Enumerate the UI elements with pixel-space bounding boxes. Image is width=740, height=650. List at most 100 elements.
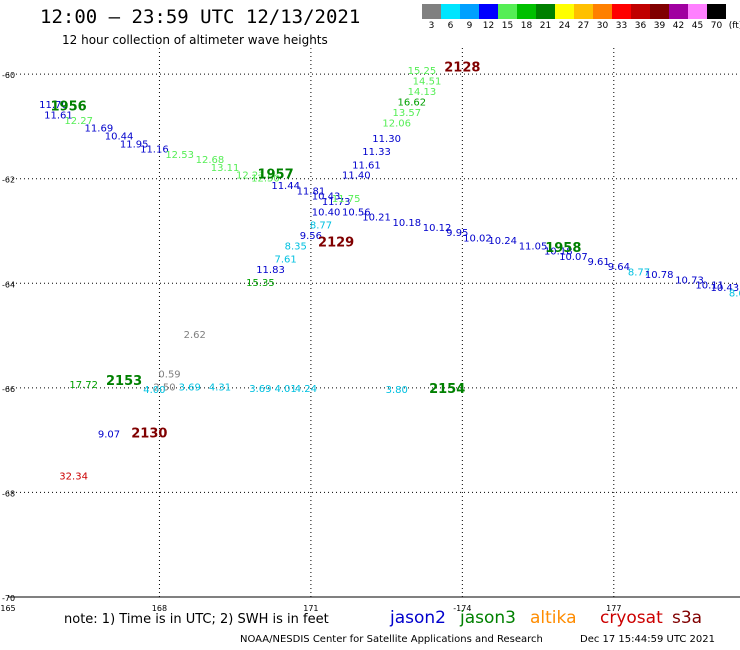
y-tick-label: -66 [2, 385, 15, 394]
time-label: 2154 [429, 382, 465, 397]
wave-height-label: 11.75 [332, 194, 361, 205]
footer-note: note: 1) Time is in UTC; 2) SWH is in fe… [64, 612, 329, 627]
wave-height-label: 10.56 [342, 207, 371, 218]
scale-label: 18 [520, 21, 533, 31]
scale-label: 45 [691, 21, 704, 31]
wave-height-label: 10.73 [675, 275, 704, 286]
scale-swatch [650, 4, 669, 19]
wave-height-label: 9.56 [300, 231, 322, 242]
scale-label: 33 [615, 21, 628, 31]
y-tick-label: -62 [2, 176, 15, 185]
wave-height-label: 10.44 [105, 132, 134, 143]
wave-height-label: 12.53 [165, 150, 194, 161]
wave-height-label: 3.69 [249, 384, 271, 395]
wave-height-label: 11.30 [372, 134, 401, 145]
wave-height-label: 17.72 [69, 380, 98, 391]
time-label: 2130 [131, 427, 167, 442]
satellite-legend-s3a: s3a [672, 608, 703, 628]
wave-height-label: 11.73 [322, 197, 351, 208]
wave-height-label: 10.21 [362, 213, 391, 224]
y-tick-label: -60 [2, 71, 15, 80]
wave-height-label: 2.50 [153, 382, 175, 393]
time-label: 1957 [257, 168, 293, 183]
wave-height-label: 11.61 [352, 160, 381, 171]
scale-label: 3 [428, 21, 435, 31]
wave-height-label: 9.95 [446, 228, 468, 239]
scale-swatch [536, 4, 555, 19]
wave-height-label: 11.33 [362, 147, 391, 158]
scale-swatch [574, 4, 593, 19]
x-tick-label: 165 [0, 604, 15, 613]
wave-height-label: 4.00 [143, 385, 165, 396]
wave-height-label: 14.51 [413, 77, 442, 88]
time-label: 2129 [318, 236, 354, 251]
scale-swatch [517, 4, 536, 19]
wave-height-label: 11.40 [342, 171, 371, 182]
wave-height-label: 11.95 [120, 139, 149, 150]
wave-height-label: 32.34 [59, 471, 88, 482]
time-label: 2128 [444, 61, 480, 76]
wave-height-label: 9.64 [608, 262, 630, 273]
scale-swatch [707, 4, 726, 19]
scale-label: 15 [501, 21, 514, 31]
wave-height-label: 10.02 [463, 233, 492, 244]
wave-height-label: 15.25 [408, 66, 437, 77]
wave-height-label: 16.62 [398, 98, 427, 109]
wave-height-label: 11.69 [85, 124, 114, 135]
chart-subtitle: 12 hour collection of altimeter wave hei… [62, 33, 328, 47]
wave-height-label: 10.43 [312, 192, 341, 203]
scale-label: 27 [577, 21, 590, 31]
scale-label: 12 [482, 21, 495, 31]
wave-height-label: 11.44 [271, 181, 300, 192]
scale-swatch [422, 4, 441, 19]
x-tick-label: 177 [606, 604, 621, 613]
satellite-legend-jason2: jason2 [390, 608, 446, 628]
wave-height-label: 11.61 [44, 111, 73, 122]
wave-height-label: 7.61 [275, 254, 297, 265]
wave-height-label: 3.69 [179, 382, 201, 393]
scale-swatch [555, 4, 574, 19]
wave-height-label: 11.16 [140, 145, 169, 156]
satellite-legend-jason3: jason3 [460, 608, 516, 628]
wave-height-label: 9.61 [588, 257, 610, 268]
wave-height-label: 14.13 [408, 87, 437, 98]
wave-height-label: 13.11 [211, 163, 240, 174]
wave-height-label: 2.62 [184, 330, 206, 341]
chart-title: 12:00 — 23:59 UTC 12/13/2021 [40, 6, 361, 28]
scale-label: 42 [672, 21, 685, 31]
y-tick-label: -68 [2, 489, 15, 498]
satellite-legend-altika: altika [530, 608, 577, 628]
wave-height-label: 8.77 [310, 220, 332, 231]
scale-swatch [631, 4, 650, 19]
scale-label: (ft) [728, 21, 740, 31]
scale-label: 30 [596, 21, 609, 31]
y-tick-label: -70 [2, 594, 15, 603]
scale-label: 9 [466, 21, 473, 31]
x-tick-label: 171 [303, 604, 318, 613]
wave-height-label: 4.01 [275, 384, 297, 395]
scale-label: 6 [447, 21, 454, 31]
scale-swatch [688, 4, 707, 19]
wave-height-label: 11.05 [519, 241, 548, 252]
scale-swatch [612, 4, 631, 19]
wave-height-label: 10.12 [423, 223, 452, 234]
scale-swatch [479, 4, 498, 19]
wave-height-label: 4.24 [295, 384, 317, 395]
wave-height-label: 10.78 [645, 270, 674, 281]
satellite-legend-cryosat: cryosat [600, 608, 663, 628]
scale-label: 36 [634, 21, 647, 31]
wave-height-label: 11.83 [256, 265, 285, 276]
wave-height-label: 13.57 [392, 108, 421, 119]
wave-height-label: 3.80 [386, 385, 408, 396]
footer-credit: NOAA/NESDIS Center for Satellite Applica… [240, 634, 543, 645]
x-tick-label: -174 [453, 604, 471, 613]
scale-label: 39 [653, 21, 666, 31]
wave-height-label: 0.59 [158, 369, 180, 380]
scale-label: 70 [710, 21, 723, 31]
wave-height-label: 10.43 [711, 283, 740, 294]
color-scale [422, 4, 726, 19]
wave-height-label: 10.11 [695, 281, 724, 292]
wave-height-label: 11.81 [297, 186, 326, 197]
